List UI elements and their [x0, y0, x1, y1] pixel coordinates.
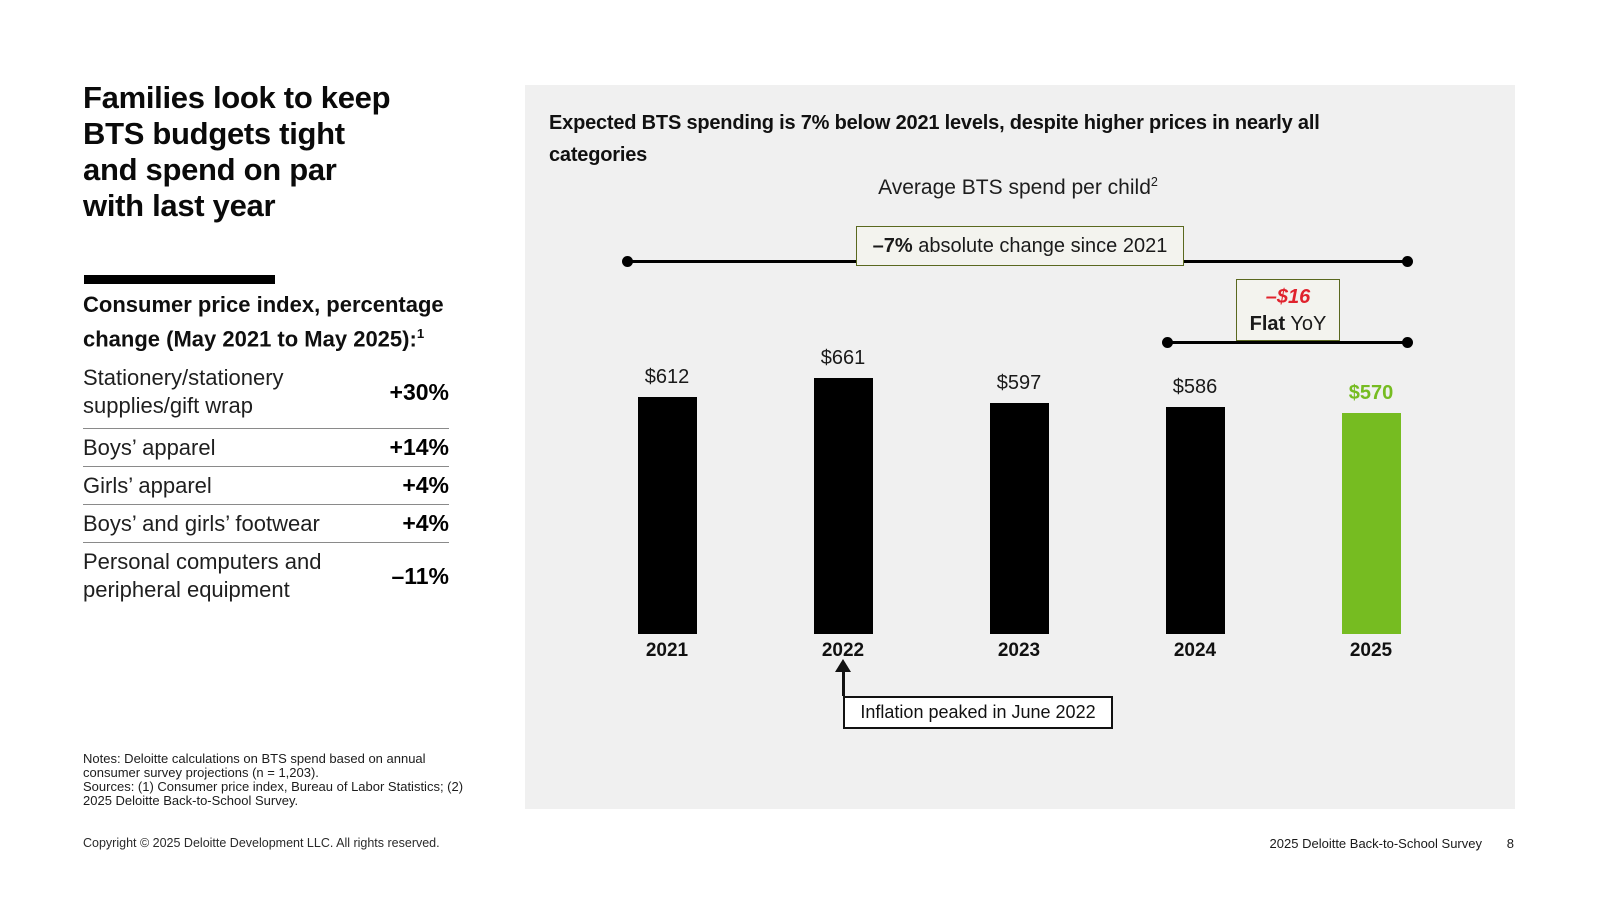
line-endpoint-dot: [1402, 256, 1413, 267]
bar-2023: [989, 403, 1049, 634]
total-change-callout: –7% absolute change since 2021: [856, 226, 1184, 266]
bar-value-label: $586: [1172, 376, 1218, 398]
line-endpoint-dot: [1162, 337, 1173, 348]
bar-value-label: $570: [1348, 382, 1394, 404]
cpi-section-heading: Consumer price index, percentage change …: [83, 290, 503, 353]
bar-group-2023: $597: [959, 85, 1079, 634]
x-tick-2022: 2022: [821, 640, 865, 661]
table-row: Boys’ apparel +14%: [83, 429, 449, 467]
inflation-callout: Inflation peaked in June 2022: [843, 696, 1113, 729]
bar-group-2021: $612: [607, 85, 727, 634]
cpi-row-label: Boys’ and girls’ footwear: [83, 510, 320, 536]
bar-2021: [637, 397, 697, 634]
bar-value-label: $597: [996, 372, 1042, 394]
cpi-row-value: +30%: [389, 378, 449, 405]
bar-2024: [1165, 407, 1225, 634]
table-row: Boys’ and girls’ footwear +4%: [83, 505, 449, 543]
cpi-footnote-marker: 1: [416, 326, 425, 341]
x-tick-2025: 2025: [1349, 640, 1393, 661]
x-tick-2024: 2024: [1173, 640, 1217, 661]
chart-heading: Expected BTS spending is 7% below 2021 l…: [549, 112, 1320, 166]
table-row: Stationery/stationery supplies/gift wrap …: [83, 356, 449, 429]
footer-page-number: 8: [1506, 836, 1514, 851]
bar-value-label: $612: [644, 366, 690, 388]
cpi-row-label: Boys’ apparel: [83, 434, 216, 460]
cpi-row-value: +14%: [389, 434, 449, 460]
bar-group-2025: $570: [1311, 85, 1431, 634]
chart-panel: Expected BTS spending is 7% below 2021 l…: [525, 85, 1515, 809]
cpi-heading-line2: change (May 2021 to May 2025):1: [83, 326, 425, 352]
bar-group-2024: $586: [1135, 85, 1255, 634]
cpi-table: Stationery/stationery supplies/gift wrap …: [83, 356, 449, 609]
yoy-flat-label: Flat YoY: [1249, 313, 1327, 335]
yoy-change-line: [1167, 341, 1407, 344]
cpi-row-value: +4%: [402, 510, 449, 536]
cpi-row-label: Personal computers and peripheral equipme…: [83, 549, 322, 602]
table-row: Personal computers and peripheral equipme…: [83, 543, 449, 609]
x-tick-2023: 2023: [997, 640, 1041, 661]
bar-group-2022: $661: [783, 85, 903, 634]
footer-survey-name: 2025 Deloitte Back-to-School Survey: [1269, 836, 1482, 851]
title-divider-bar: [84, 275, 275, 284]
bar-2025: [1341, 413, 1401, 634]
line-endpoint-dot: [1402, 337, 1413, 348]
bar-2022: [813, 378, 873, 634]
cpi-row-label: Stationery/stationery supplies/gift wrap: [83, 365, 284, 418]
slide-title: Families look to keep BTS budgets tight an…: [83, 80, 391, 223]
cpi-row-label: Girls’ apparel: [83, 472, 212, 498]
table-row: Girls’ apparel +4%: [83, 467, 449, 505]
arrow-up-icon: [835, 659, 851, 672]
cpi-heading-line1: Consumer price index, percentage: [83, 292, 444, 317]
yoy-change-callout: –$16 Flat YoY: [1236, 279, 1340, 341]
footer-copyright: Copyright © 2025 Deloitte Development LL…: [83, 836, 440, 850]
notes-sources-text: Notes: Deloitte calculations on BTS spen…: [83, 751, 464, 808]
chart-footnote-marker: 2: [1150, 175, 1158, 189]
cpi-row-value: +4%: [402, 472, 449, 498]
bar-value-label: $661: [820, 347, 866, 369]
yoy-delta-value: –$16: [1265, 286, 1311, 308]
chart-subtitle: Average BTS spend per child2: [878, 175, 1158, 199]
arrow-stem: [842, 671, 845, 696]
line-endpoint-dot: [622, 256, 633, 267]
x-tick-2021: 2021: [645, 640, 689, 661]
cpi-row-value: –11%: [391, 562, 449, 589]
